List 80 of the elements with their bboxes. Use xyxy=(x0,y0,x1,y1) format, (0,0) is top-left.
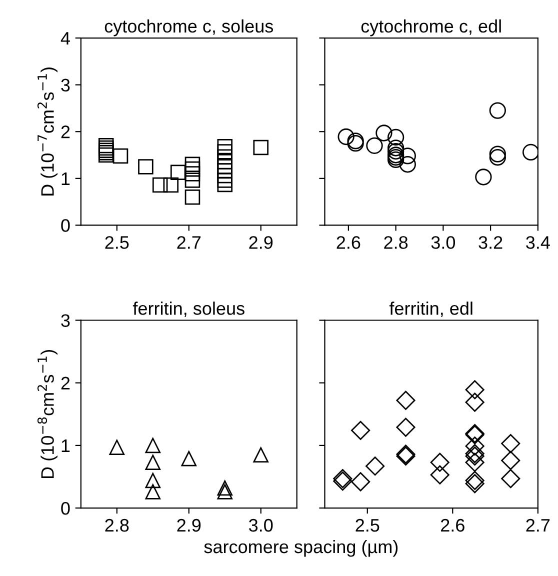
point xyxy=(465,436,484,456)
point xyxy=(430,452,450,472)
point xyxy=(338,128,354,146)
x-tick-label: 2.9 xyxy=(249,236,273,249)
point xyxy=(465,470,484,490)
point xyxy=(184,156,200,172)
point xyxy=(145,484,161,500)
point xyxy=(184,172,200,188)
point xyxy=(217,480,233,496)
point xyxy=(145,472,161,488)
point xyxy=(489,146,506,162)
point xyxy=(387,128,404,146)
chart-title: ferritin, edl xyxy=(389,302,472,318)
point xyxy=(489,102,506,119)
y-tick-label: 4 xyxy=(60,32,70,45)
chart-title: cytochrome c, edl xyxy=(361,19,501,36)
x-tick-label: 2.7 xyxy=(526,518,550,532)
point xyxy=(152,177,168,193)
x-axis-title: sarcomere spacing (µm) xyxy=(204,540,398,557)
point xyxy=(489,149,506,166)
point xyxy=(184,161,200,177)
point xyxy=(387,140,404,156)
point xyxy=(396,390,416,410)
x-tick-label: 2.9 xyxy=(177,518,201,532)
point xyxy=(253,140,269,156)
point xyxy=(217,138,233,154)
x-tick-label: 2.8 xyxy=(105,518,129,532)
point xyxy=(138,159,154,174)
point xyxy=(387,142,404,160)
point xyxy=(145,454,161,470)
point xyxy=(351,420,370,440)
x-tick-label: 2.5 xyxy=(356,518,380,532)
x-tick-label: 2.5 xyxy=(105,236,129,249)
point xyxy=(351,472,370,492)
chart-title: cytochrome c, soleus xyxy=(104,19,274,36)
point xyxy=(109,440,125,455)
y-tick-label: 2 xyxy=(61,126,70,138)
x-tick-label: 3.2 xyxy=(478,236,502,249)
point xyxy=(465,474,484,494)
x-tick-label: 3.0 xyxy=(249,518,273,532)
point xyxy=(430,465,450,484)
point xyxy=(396,418,416,437)
point xyxy=(522,144,538,161)
point xyxy=(163,177,179,193)
x-tick-label: 2.6 xyxy=(336,236,360,249)
point xyxy=(366,137,383,154)
point xyxy=(366,456,385,476)
chart-title: ferritin, soleus xyxy=(132,302,244,318)
point xyxy=(465,380,484,400)
point xyxy=(465,452,484,472)
x-tick-label: 2.8 xyxy=(384,236,408,249)
point xyxy=(145,438,161,454)
x-tick-label: 3.4 xyxy=(526,236,550,249)
x-tick-label: 2.6 xyxy=(441,518,464,532)
point xyxy=(184,189,200,205)
point xyxy=(399,156,416,173)
y-tick-label: 0 xyxy=(61,219,70,232)
y-tick-label: 1 xyxy=(62,440,70,452)
x-tick-label: 2.7 xyxy=(177,236,201,249)
y-tick-label: 1 xyxy=(62,172,70,185)
point xyxy=(501,469,520,488)
point xyxy=(465,392,484,412)
point xyxy=(399,148,416,164)
y-axis-title: D (10$^{−7}$cm$^{2}$s$^{−1}$) xyxy=(37,68,58,196)
point xyxy=(501,450,520,470)
y-axis-title: D (10$^{−8}$cm$^{2}$s$^{−1}$) xyxy=(37,350,58,478)
point xyxy=(217,484,233,500)
point xyxy=(170,164,186,180)
y-tick-label: 3 xyxy=(61,314,70,327)
point xyxy=(181,450,197,466)
point xyxy=(253,447,269,462)
y-tick-label: 3 xyxy=(61,78,70,92)
y-tick-label: 0 xyxy=(61,502,70,515)
point xyxy=(475,168,492,186)
point xyxy=(501,434,520,454)
x-tick-label: 3.0 xyxy=(431,236,456,249)
point xyxy=(112,148,128,164)
point xyxy=(217,176,233,192)
y-tick-label: 2 xyxy=(61,376,70,390)
point xyxy=(376,124,392,142)
